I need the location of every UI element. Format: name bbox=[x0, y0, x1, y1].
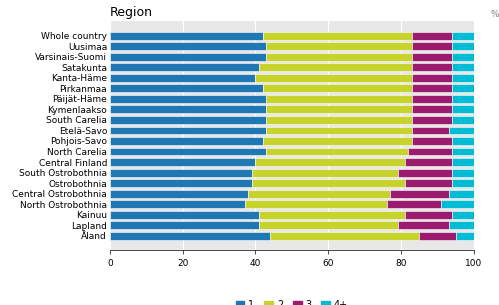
Bar bbox=[456, 232, 474, 240]
Bar bbox=[266, 116, 412, 124]
Bar bbox=[398, 221, 449, 229]
Bar bbox=[452, 63, 474, 71]
Bar bbox=[412, 137, 452, 145]
Bar bbox=[110, 74, 255, 82]
Text: Region: Region bbox=[110, 6, 153, 19]
Bar bbox=[452, 137, 474, 145]
Bar bbox=[412, 63, 452, 71]
Bar bbox=[405, 211, 452, 219]
Bar bbox=[110, 148, 266, 156]
Bar bbox=[266, 42, 412, 50]
Bar bbox=[110, 127, 266, 135]
Bar bbox=[255, 74, 412, 82]
Bar bbox=[266, 127, 412, 135]
Bar bbox=[110, 106, 266, 113]
Bar bbox=[110, 84, 263, 92]
Bar bbox=[412, 127, 449, 135]
Bar bbox=[449, 127, 474, 135]
Bar bbox=[110, 42, 266, 50]
Bar bbox=[255, 158, 405, 166]
Bar bbox=[412, 95, 452, 103]
Bar bbox=[452, 53, 474, 61]
Bar bbox=[409, 148, 452, 156]
Bar bbox=[452, 106, 474, 113]
Bar bbox=[252, 169, 398, 177]
Bar bbox=[452, 84, 474, 92]
Bar bbox=[412, 116, 452, 124]
Bar bbox=[110, 32, 263, 40]
Bar bbox=[452, 95, 474, 103]
Bar bbox=[245, 200, 387, 208]
Bar bbox=[452, 148, 474, 156]
Bar bbox=[452, 169, 474, 177]
Bar bbox=[405, 158, 452, 166]
Bar bbox=[110, 63, 259, 71]
Bar bbox=[263, 84, 412, 92]
Bar bbox=[452, 74, 474, 82]
Bar bbox=[387, 200, 441, 208]
Bar bbox=[248, 190, 390, 198]
Bar bbox=[110, 221, 259, 229]
Bar bbox=[412, 53, 452, 61]
Bar bbox=[110, 200, 245, 208]
Bar bbox=[266, 95, 412, 103]
Bar bbox=[266, 106, 412, 113]
Bar bbox=[110, 53, 266, 61]
Bar bbox=[412, 84, 452, 92]
Bar bbox=[390, 190, 449, 198]
Bar bbox=[252, 179, 405, 187]
Bar bbox=[452, 158, 474, 166]
Bar bbox=[441, 200, 474, 208]
Bar bbox=[259, 63, 412, 71]
Bar bbox=[110, 95, 266, 103]
Bar bbox=[110, 179, 252, 187]
Bar bbox=[110, 190, 248, 198]
Bar bbox=[266, 148, 409, 156]
Bar bbox=[452, 116, 474, 124]
Bar bbox=[412, 106, 452, 113]
Bar bbox=[419, 232, 456, 240]
Bar bbox=[259, 211, 405, 219]
Bar bbox=[452, 32, 474, 40]
Legend: 1, 2, 3, 4+: 1, 2, 3, 4+ bbox=[232, 296, 352, 305]
Bar bbox=[110, 211, 259, 219]
Bar bbox=[405, 179, 452, 187]
Bar bbox=[110, 137, 263, 145]
Bar bbox=[263, 32, 412, 40]
Bar bbox=[398, 169, 452, 177]
Bar bbox=[110, 232, 270, 240]
Bar bbox=[449, 221, 474, 229]
Bar bbox=[412, 42, 452, 50]
Bar bbox=[412, 32, 452, 40]
Bar bbox=[266, 53, 412, 61]
Bar bbox=[110, 158, 255, 166]
Bar bbox=[452, 211, 474, 219]
Bar bbox=[110, 169, 252, 177]
Bar bbox=[452, 42, 474, 50]
Bar bbox=[449, 190, 474, 198]
Bar bbox=[259, 221, 398, 229]
Bar bbox=[263, 137, 412, 145]
Bar bbox=[452, 179, 474, 187]
Text: %: % bbox=[491, 9, 499, 19]
Bar bbox=[270, 232, 419, 240]
Bar bbox=[110, 116, 266, 124]
Bar bbox=[412, 74, 452, 82]
